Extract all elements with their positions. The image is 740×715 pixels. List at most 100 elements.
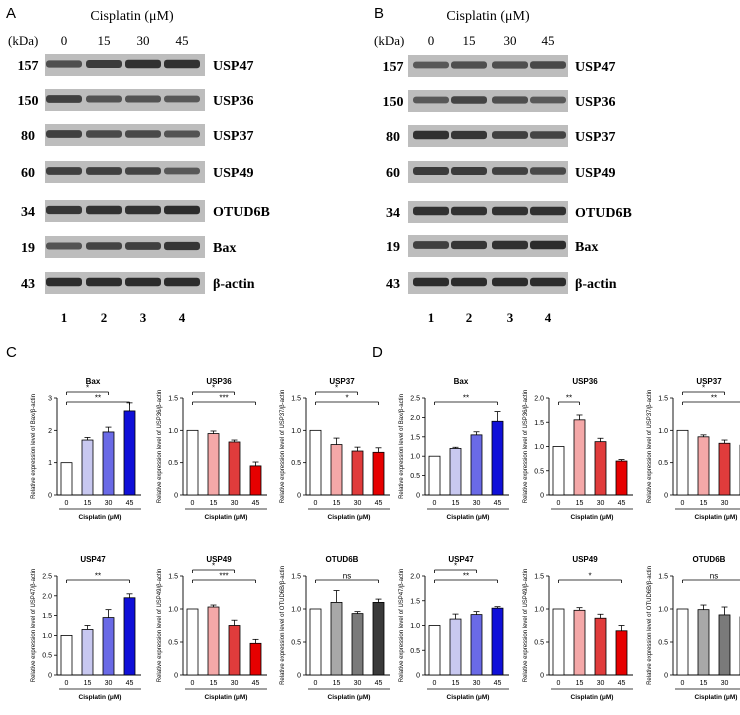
protein-band bbox=[492, 131, 528, 139]
y-axis-label: Relative expression level of USP49/β-act… bbox=[157, 569, 163, 683]
x-tick-label: 30 bbox=[105, 500, 113, 507]
protein-band bbox=[86, 205, 122, 215]
y-axis-label: Relative expression level of Bax/β-actin bbox=[31, 394, 37, 499]
x-tick-label: 45 bbox=[126, 500, 134, 507]
molecular-weight-label: 60 bbox=[386, 166, 400, 181]
x-tick-label: 15 bbox=[333, 500, 341, 507]
chart-title: USP37 bbox=[329, 377, 355, 386]
protein-band bbox=[413, 130, 449, 140]
x-tick-label: 0 bbox=[681, 680, 685, 687]
y-tick-label: 0.5 bbox=[534, 640, 544, 647]
y-tick-label: 1.5 bbox=[410, 434, 420, 441]
x-axis-label: Cisplatin (μM) bbox=[571, 694, 614, 701]
y-tick-label: 1.5 bbox=[291, 574, 301, 581]
y-tick-label: 1.0 bbox=[658, 428, 668, 435]
treatment-title: Cisplatin (μM) bbox=[446, 9, 530, 24]
molecular-weight-label: 157 bbox=[18, 59, 39, 74]
x-tick-label: 30 bbox=[597, 680, 605, 687]
protein-band bbox=[451, 277, 487, 287]
significance-label: * bbox=[454, 562, 457, 571]
blot-strip bbox=[408, 235, 568, 257]
protein-band bbox=[125, 167, 161, 175]
protein-band bbox=[164, 95, 200, 103]
y-tick-label: 0 bbox=[297, 493, 301, 500]
x-tick-label: 45 bbox=[618, 680, 626, 687]
x-tick-label: 45 bbox=[126, 680, 134, 687]
y-tick-label: 0.5 bbox=[42, 653, 52, 660]
bar-chart: OTUD6B 0 0.5 1.0 1.5 Relative expression leve… bbox=[280, 555, 390, 701]
protein-band bbox=[46, 242, 82, 250]
y-tick-label: 1.5 bbox=[42, 613, 52, 620]
protein-band bbox=[451, 240, 487, 250]
chart-title: USP47 bbox=[80, 555, 106, 564]
bar bbox=[573, 419, 586, 496]
dose-label: 45 bbox=[176, 33, 189, 48]
x-tick-label: 15 bbox=[84, 680, 92, 687]
x-axis-label: Cisplatin (μM) bbox=[328, 694, 371, 701]
x-tick-label: 30 bbox=[721, 680, 729, 687]
x-tick-label: 15 bbox=[576, 500, 584, 507]
protein-band bbox=[492, 277, 528, 287]
x-tick-label: 15 bbox=[700, 680, 708, 687]
dose-label: 45 bbox=[542, 33, 555, 48]
x-tick-label: 0 bbox=[314, 500, 318, 507]
protein-band bbox=[164, 205, 200, 215]
y-tick-label: 0 bbox=[664, 673, 668, 680]
y-axis-label: Relative expression level of USP36/β-act… bbox=[523, 390, 529, 504]
lane-number: 3 bbox=[507, 310, 514, 325]
bar-chart: USP37 0 0.5 1.0 1.5 Relative expression level… bbox=[280, 377, 390, 521]
protein-band bbox=[125, 242, 161, 250]
bar-chart: USP36 0 0.5 1.0 1.5 2.0 Relative expression le… bbox=[523, 377, 633, 521]
dose-label: 30 bbox=[504, 33, 517, 48]
y-tick-label: 0.5 bbox=[168, 460, 178, 467]
y-axis-label: Relative expression level of USP49/β-act… bbox=[523, 569, 529, 683]
protein-band bbox=[125, 205, 161, 215]
y-tick-label: 1.0 bbox=[291, 607, 301, 614]
x-axis-label: Cisplatin (μM) bbox=[205, 514, 248, 521]
protein-band bbox=[492, 240, 528, 250]
protein-band bbox=[530, 96, 566, 104]
y-tick-label: 0.5 bbox=[658, 460, 668, 467]
chart-title: Bax bbox=[86, 377, 101, 386]
protein-band bbox=[164, 241, 200, 251]
protein-band bbox=[530, 277, 566, 287]
y-axis-label: Relative expression level of USP37/β-act… bbox=[280, 390, 286, 504]
bar bbox=[81, 439, 94, 496]
molecular-weight-label: 80 bbox=[386, 130, 400, 145]
bar-chart: USP37 0 0.5 1.0 1.5 Relative expression level… bbox=[647, 377, 740, 521]
y-tick-label: 1.5 bbox=[534, 420, 544, 427]
y-tick-label: 0.5 bbox=[291, 460, 301, 467]
x-tick-label: 15 bbox=[84, 500, 92, 507]
protein-band bbox=[451, 130, 487, 140]
protein-name: USP47 bbox=[575, 60, 615, 75]
x-tick-label: 0 bbox=[191, 680, 195, 687]
bar bbox=[594, 441, 607, 496]
bar-chart: Bax 0 1 2 3 Relative expression level of Bax/… bbox=[31, 377, 141, 521]
protein-name: β-actin bbox=[575, 277, 617, 292]
y-axis-label: Relative expression level of OTUD6B/β-ac… bbox=[280, 566, 286, 685]
protein-band bbox=[125, 130, 161, 138]
y-tick-label: 1.5 bbox=[534, 574, 544, 581]
y-tick-label: 1.5 bbox=[291, 396, 301, 403]
x-axis-label: Cisplatin (μM) bbox=[79, 514, 122, 521]
protein-name: Bax bbox=[213, 241, 236, 256]
x-tick-label: 0 bbox=[65, 680, 69, 687]
panel-letter: B bbox=[374, 5, 384, 22]
y-tick-label: 1.0 bbox=[534, 607, 544, 614]
protein-band bbox=[86, 242, 122, 250]
x-tick-label: 0 bbox=[433, 500, 437, 507]
chart-title: USP47 bbox=[448, 555, 474, 564]
blot-strip bbox=[408, 272, 568, 294]
x-axis-label: Cisplatin (μM) bbox=[205, 694, 248, 701]
x-tick-label: 30 bbox=[354, 680, 362, 687]
protein-name: β-actin bbox=[213, 277, 255, 292]
protein-band bbox=[492, 206, 528, 216]
bar bbox=[309, 608, 322, 676]
blot-panel-a: A Cisplatin (μM) (kDa) 0 15 30 45 157 USP47 150 US… bbox=[6, 5, 270, 325]
y-tick-label: 3 bbox=[48, 396, 52, 403]
y-tick-label: 2.0 bbox=[410, 574, 420, 581]
protein-band bbox=[413, 277, 449, 287]
bar bbox=[207, 606, 220, 676]
bar bbox=[594, 617, 607, 676]
protein-band bbox=[46, 130, 82, 138]
